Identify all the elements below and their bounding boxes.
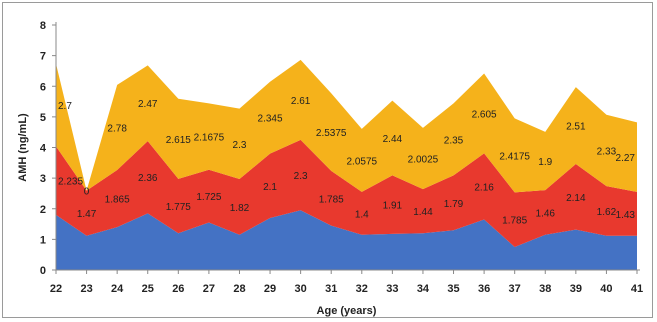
x-axis-title: Age (years)	[317, 305, 377, 317]
x-tick-label: 27	[203, 283, 215, 295]
data-label-series-2: 1.62	[597, 207, 617, 218]
x-tick-label: 25	[142, 283, 154, 295]
data-label-series-3: 2.1675	[194, 133, 225, 144]
data-label-series-3: 2.27	[616, 153, 636, 164]
x-tick-label: 37	[509, 283, 521, 295]
data-label-series-2: 2.1	[263, 182, 277, 193]
data-label-series-2: 2.14	[566, 193, 586, 204]
x-tick-label: 28	[233, 283, 245, 295]
x-tick-label: 33	[386, 283, 398, 295]
data-label-series-3: 2.0575	[346, 156, 377, 167]
data-label-series-2: 1.91	[383, 201, 403, 212]
data-label-series-2: 1.82	[230, 203, 250, 214]
x-tick-label: 31	[325, 283, 337, 295]
y-tick-label: 4	[40, 143, 47, 155]
data-label-series-2: 1.44	[413, 207, 433, 218]
data-label-series-2: 2.3	[294, 171, 308, 182]
x-tick-label: 22	[50, 283, 62, 295]
data-label-series-2: 1.725	[196, 192, 221, 203]
y-tick-label: 7	[40, 51, 46, 63]
data-label-series-3: 2.61	[291, 96, 311, 107]
y-tick-label: 2	[40, 204, 46, 216]
data-label-series-2: 1.775	[166, 202, 191, 213]
x-tick-label: 36	[478, 283, 490, 295]
data-label-series-3: 2.4175	[499, 151, 530, 162]
data-label-series-2: 1.46	[536, 208, 556, 219]
x-tick-label: 40	[600, 283, 612, 295]
data-label-series-2: 1.785	[502, 216, 527, 227]
data-label-series-3: 2.35	[444, 135, 464, 146]
data-label-series-3: 2.0025	[408, 154, 439, 165]
y-tick-label: 1	[40, 234, 46, 246]
x-tick-label: 39	[570, 283, 582, 295]
data-label-series-3: 2.615	[166, 135, 191, 146]
x-tick-label: 23	[80, 283, 92, 295]
x-tick-label: 34	[417, 283, 430, 295]
y-tick-label: 8	[40, 20, 46, 32]
x-tick-label: 26	[172, 283, 184, 295]
y-tick-label: 6	[40, 81, 46, 93]
data-label-series-2: 1.785	[319, 194, 344, 205]
x-tick-label: 41	[631, 283, 643, 295]
data-label-series-3: 2.33	[597, 146, 617, 157]
y-tick-label: 3	[40, 173, 46, 185]
x-tick-label: 38	[539, 283, 551, 295]
x-tick-label: 24	[111, 283, 124, 295]
data-label-series-3: 2.44	[383, 134, 403, 145]
x-tick-label: 35	[447, 283, 459, 295]
data-label-series-2: 1.43	[616, 210, 636, 221]
x-tick-label: 29	[264, 283, 276, 295]
y-axis-title: AMH (ng/mL)	[17, 113, 29, 182]
data-label-series-2: 1.4	[355, 209, 369, 220]
data-label-series-3: 2.78	[107, 123, 127, 134]
data-label-series-3: 2.7	[58, 101, 72, 112]
data-label-series-3: 0	[84, 187, 90, 198]
data-label-series-3: 2.605	[472, 109, 497, 120]
data-label-series-2: 1.47	[77, 209, 97, 220]
data-label-series-2: 2.235	[58, 177, 83, 188]
data-label-series-3: 1.9	[538, 157, 552, 168]
data-label-series-3: 2.3	[233, 140, 247, 151]
data-label-series-2: 1.79	[444, 199, 464, 210]
x-tick-label: 32	[356, 283, 368, 295]
data-label-series-3: 2.5375	[316, 128, 347, 139]
y-tick-label: 5	[40, 112, 46, 124]
data-label-series-2: 2.36	[138, 173, 158, 184]
data-label-series-3: 2.51	[566, 122, 586, 133]
x-tick-label: 30	[295, 283, 307, 295]
data-label-series-2: 2.16	[474, 182, 494, 193]
data-label-series-3: 2.47	[138, 99, 158, 110]
y-tick-label: 0	[40, 265, 46, 277]
data-label-series-2: 1.865	[105, 195, 130, 206]
data-label-series-3: 2.345	[258, 114, 283, 125]
